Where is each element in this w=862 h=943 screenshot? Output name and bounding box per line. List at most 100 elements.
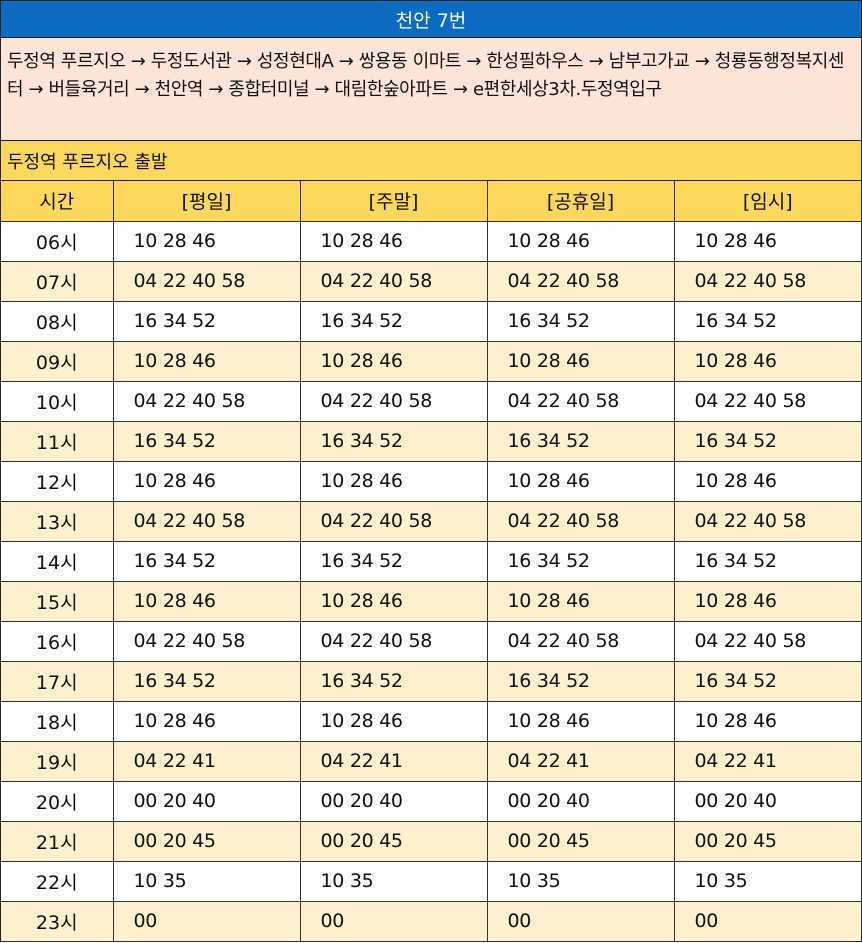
table-row: 16시 04 22 40 58 04 22 40 58 04 22 40 58 04 2… [1, 620, 861, 662]
times-cell: 16 34 52 [112, 540, 301, 582]
hour-cell: 23시 [1, 900, 114, 942]
times-cell: 10 35 [486, 860, 675, 902]
times-cell: 16 34 52 [299, 540, 488, 582]
times-cell: 00 20 45 [112, 820, 301, 862]
header-weekday: [평일] [112, 181, 301, 222]
table-row: 13시 04 22 40 58 04 22 40 58 04 22 40 58 04 2… [1, 500, 861, 542]
hour-cell: 08시 [1, 300, 114, 342]
times-cell: 04 22 40 58 [112, 380, 301, 422]
times-cell: 04 22 40 58 [486, 500, 675, 542]
times-cell: 10 28 46 [112, 700, 301, 742]
times-cell: 00 20 40 [673, 780, 861, 822]
times-cell: 00 [486, 900, 675, 942]
times-cell: 00 20 40 [299, 780, 488, 822]
times-cell: 10 28 46 [673, 700, 861, 742]
schedule-table: 시간 [평일] [주말] [공휴일] [임시] 06시 10 28 46 10 28… [1, 181, 861, 942]
times-cell: 16 34 52 [299, 660, 488, 702]
table-row: 23시 00 00 00 00 [1, 900, 861, 942]
hour-cell: 16시 [1, 620, 114, 662]
header-hour: 시간 [1, 181, 114, 222]
times-cell: 04 22 40 58 [486, 380, 675, 422]
header-weekend: [주말] [299, 181, 488, 222]
header-temporary: [임시] [673, 181, 861, 222]
times-cell: 04 22 40 58 [112, 500, 301, 542]
header-holiday: [공휴일] [486, 181, 675, 222]
times-cell: 04 22 41 [299, 740, 488, 782]
times-cell: 10 28 46 [299, 340, 488, 382]
times-cell: 10 28 46 [486, 460, 675, 502]
table-row: 08시 16 34 52 16 34 52 16 34 52 16 34 52 [1, 300, 861, 342]
hour-cell: 13시 [1, 500, 114, 542]
hour-cell: 11시 [1, 420, 114, 462]
hour-cell: 10시 [1, 380, 114, 422]
times-cell: 10 28 46 [673, 580, 861, 622]
times-cell: 00 20 40 [112, 780, 301, 822]
hour-cell: 18시 [1, 700, 114, 742]
times-cell: 00 [112, 900, 301, 942]
times-cell: 10 28 46 [673, 220, 861, 262]
times-cell: 10 35 [112, 860, 301, 902]
times-cell: 04 22 40 58 [299, 380, 488, 422]
times-cell: 04 22 41 [673, 740, 861, 782]
hour-cell: 09시 [1, 340, 114, 382]
schedule-body: 06시 10 28 46 10 28 46 10 28 46 10 28 46 07시 04… [1, 220, 861, 942]
times-cell: 04 22 40 58 [299, 500, 488, 542]
table-row: 18시 10 28 46 10 28 46 10 28 46 10 28 46 [1, 700, 861, 742]
times-cell: 04 22 40 58 [486, 260, 675, 302]
times-cell: 10 28 46 [112, 460, 301, 502]
times-cell: 04 22 40 58 [486, 620, 675, 662]
hour-cell: 07시 [1, 260, 114, 302]
table-row: 11시 16 34 52 16 34 52 16 34 52 16 34 52 [1, 420, 861, 462]
times-cell: 04 22 41 [112, 740, 301, 782]
departure-label: 두정역 푸르지오 출발 [1, 141, 861, 181]
times-cell: 04 22 40 58 [673, 260, 861, 302]
table-row: 10시 04 22 40 58 04 22 40 58 04 22 40 58 04 2… [1, 380, 861, 422]
times-cell: 10 28 46 [673, 340, 861, 382]
times-cell: 00 [299, 900, 488, 942]
times-cell: 04 22 40 58 [299, 620, 488, 662]
times-cell: 10 28 46 [299, 700, 488, 742]
times-cell: 10 28 46 [299, 460, 488, 502]
times-cell: 00 [673, 900, 861, 942]
times-cell: 16 34 52 [673, 300, 861, 342]
hour-cell: 15시 [1, 580, 114, 622]
times-cell: 10 28 46 [486, 220, 675, 262]
bus-title: 천안 7번 [1, 0, 861, 38]
times-cell: 04 22 40 58 [673, 620, 861, 662]
times-cell: 16 34 52 [486, 420, 675, 462]
hour-cell: 22시 [1, 860, 114, 902]
times-cell: 16 34 52 [486, 300, 675, 342]
times-cell: 10 28 46 [112, 220, 301, 262]
times-cell: 10 28 46 [486, 340, 675, 382]
table-row: 14시 16 34 52 16 34 52 16 34 52 16 34 52 [1, 540, 861, 582]
table-row: 06시 10 28 46 10 28 46 10 28 46 10 28 46 [1, 220, 861, 262]
table-row: 19시 04 22 41 04 22 41 04 22 41 04 22 41 [1, 740, 861, 782]
times-cell: 16 34 52 [673, 540, 861, 582]
times-cell: 10 28 46 [112, 340, 301, 382]
times-cell: 16 34 52 [673, 660, 861, 702]
times-cell: 04 22 40 58 [299, 260, 488, 302]
times-cell: 04 22 40 58 [673, 380, 861, 422]
hour-cell: 12시 [1, 460, 114, 502]
times-cell: 16 34 52 [112, 660, 301, 702]
table-row: 17시 16 34 52 16 34 52 16 34 52 16 34 52 [1, 660, 861, 702]
times-cell: 16 34 52 [299, 420, 488, 462]
times-cell: 04 22 40 58 [112, 620, 301, 662]
times-cell: 16 34 52 [299, 300, 488, 342]
times-cell: 10 28 46 [299, 220, 488, 262]
header-row: 시간 [평일] [주말] [공휴일] [임시] [1, 181, 861, 222]
times-cell: 10 35 [299, 860, 488, 902]
hour-cell: 19시 [1, 740, 114, 782]
table-row: 22시 10 35 10 35 10 35 10 35 [1, 860, 861, 902]
table-row: 09시 10 28 46 10 28 46 10 28 46 10 28 46 [1, 340, 861, 382]
table-row: 20시 00 20 40 00 20 40 00 20 40 00 20 40 [1, 780, 861, 822]
times-cell: 00 20 45 [486, 820, 675, 862]
times-cell: 16 34 52 [486, 660, 675, 702]
times-cell: 10 28 46 [486, 580, 675, 622]
hour-cell: 21시 [1, 820, 114, 862]
times-cell: 00 20 40 [486, 780, 675, 822]
table-row: 21시 00 20 45 00 20 45 00 20 45 00 20 45 [1, 820, 861, 862]
times-cell: 10 35 [673, 860, 861, 902]
table-row: 12시 10 28 46 10 28 46 10 28 46 10 28 46 [1, 460, 861, 502]
